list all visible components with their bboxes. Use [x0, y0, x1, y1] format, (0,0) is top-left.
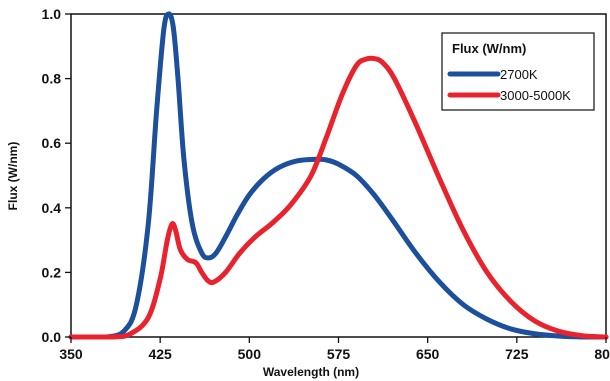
series-line-2700k: [68, 11, 609, 340]
y-tick-label: 0.0: [42, 329, 62, 345]
x-tick-label: 425: [148, 346, 172, 362]
series-line-3000-5000k: [68, 55, 609, 340]
x-tick-label: 650: [416, 346, 440, 362]
x-tick-label: 725: [505, 346, 529, 362]
y-tick-label: 0.6: [42, 135, 62, 151]
y-tick-label: 1.0: [42, 6, 62, 22]
y-tick-label: 0.4: [42, 200, 62, 216]
x-axis-label: Wavelength (nm): [263, 365, 359, 379]
plot-area: 350 425 500 575 650 725 800 0.0 0.2 0.4 0.6 0.8 1.0: [42, 6, 610, 362]
x-tick-label: 350: [59, 346, 83, 362]
y-axis-ticks: 0.0 0.2 0.4 0.6 0.8 1.0: [42, 6, 71, 345]
legend: Flux (W/nm) 2700K 3000-5000K: [441, 32, 595, 111]
legend-label-2700k: 2700K: [500, 67, 538, 82]
x-tick-label: 500: [238, 346, 262, 362]
x-axis-ticks: 350 425 500 575 650 725 800: [59, 337, 610, 362]
y-tick-label: 0.8: [42, 71, 62, 87]
series-layer: [68, 11, 609, 340]
legend-label-3000-5000k: 3000-5000K: [500, 88, 571, 103]
x-tick-label: 575: [327, 346, 351, 362]
legend-title: Flux (W/nm): [452, 41, 526, 56]
x-tick-label: 800: [594, 346, 610, 362]
y-axis-label: Flux (W/nm): [6, 142, 20, 211]
y-tick-label: 0.2: [42, 264, 62, 280]
